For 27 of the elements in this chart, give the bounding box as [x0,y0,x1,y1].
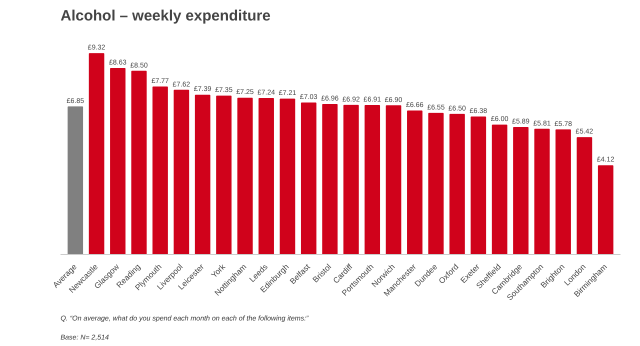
bar [386,105,402,254]
bar [513,127,529,254]
bar [428,112,444,254]
bar [364,105,380,254]
bar [258,98,274,254]
bar [110,68,126,254]
bar [280,98,296,254]
bar [343,104,359,254]
bar [174,90,190,254]
bar [68,106,84,254]
bar [407,110,422,254]
bar [88,53,104,254]
bar [556,129,571,254]
bar [598,165,614,254]
bar [492,124,508,254]
bar [152,86,168,254]
bar [576,137,592,254]
bar [449,114,465,254]
bar [216,96,232,254]
bar [322,104,338,254]
bar [237,98,253,254]
bar [131,70,147,254]
bar [534,128,550,254]
bar [470,116,486,254]
bar [194,94,210,254]
chart-title: Alcohol – weekly expenditure [60,8,271,24]
bar [300,102,316,254]
